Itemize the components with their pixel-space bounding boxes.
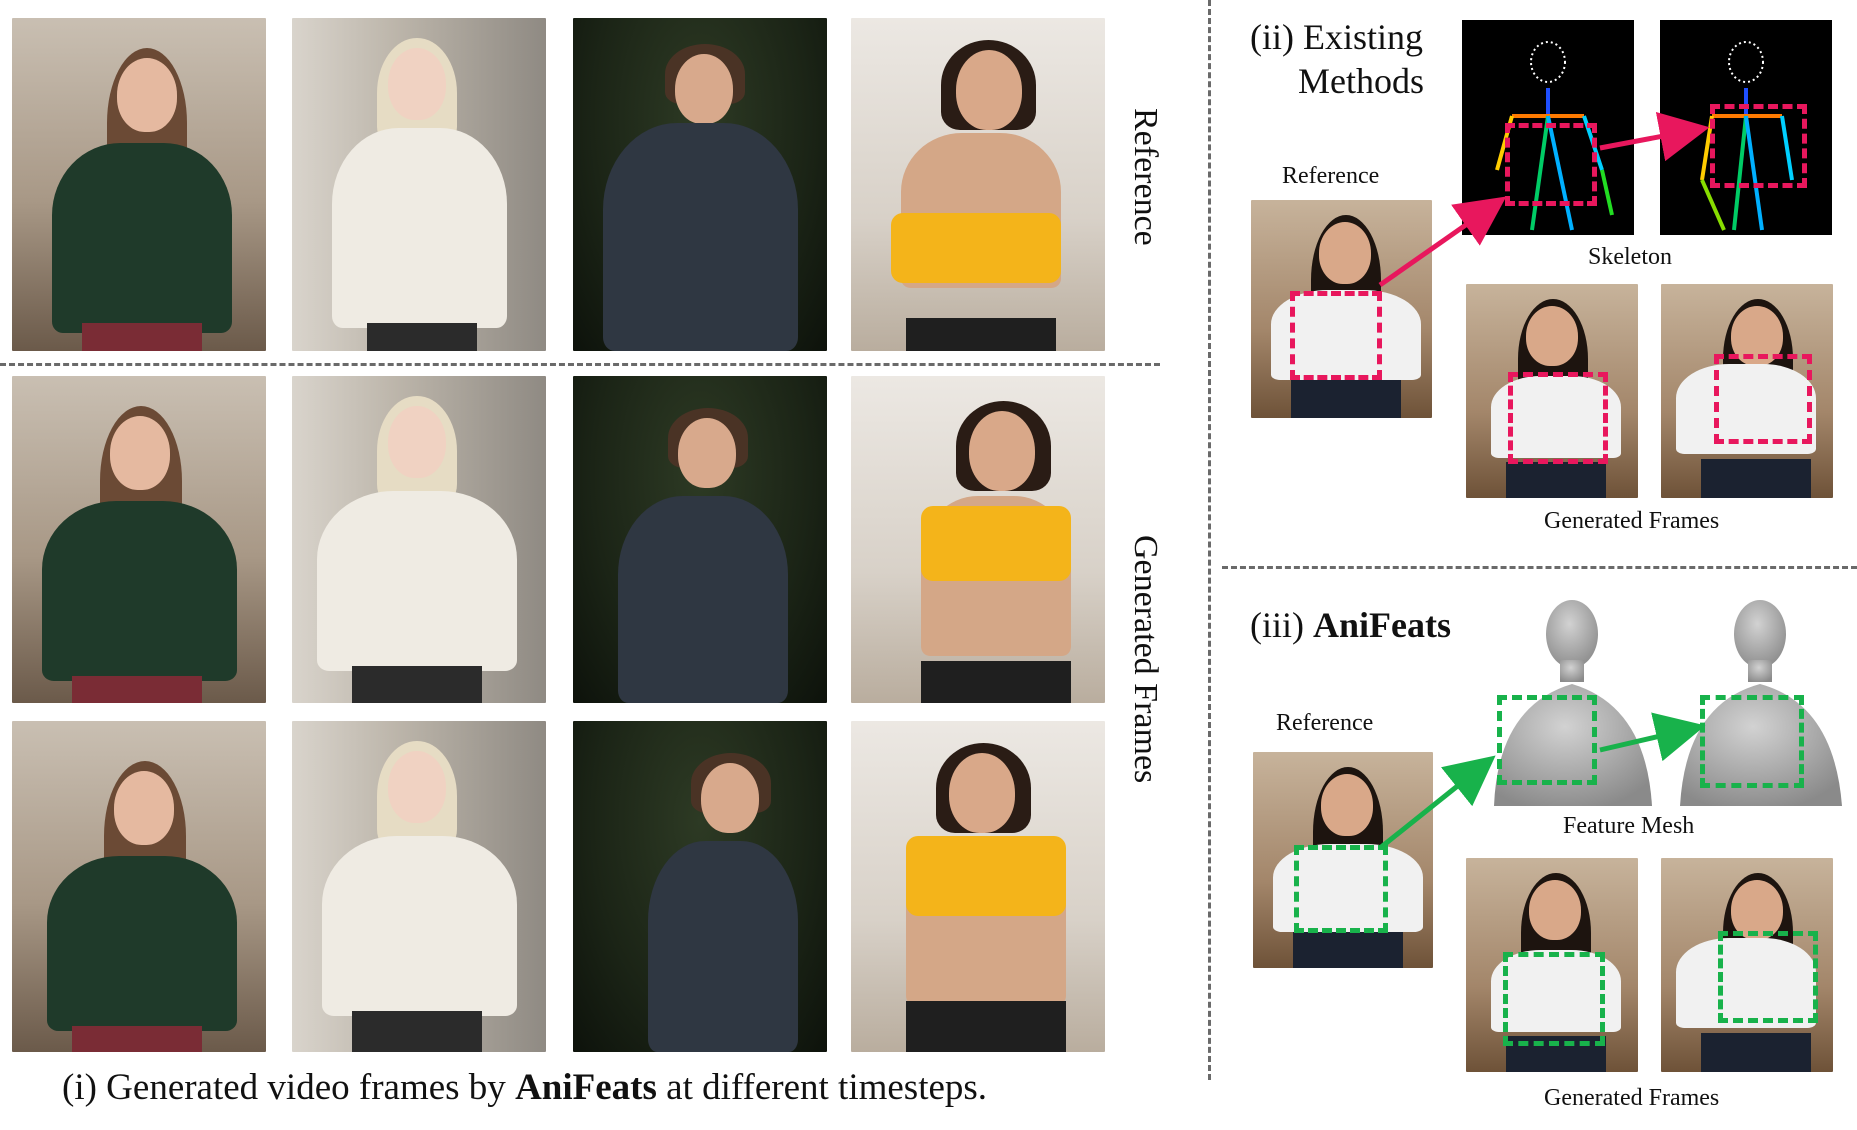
skeleton-figure-2 (1700, 41, 1794, 231)
anifeats-arrow-1 (1378, 755, 1496, 850)
anifeats-arrow-2 (1599, 712, 1706, 762)
anifeats-title: (iii) AniFeats (1250, 604, 1451, 646)
right-panel-divider (1222, 566, 1857, 569)
existing-methods-title-line1: (ii) Existing (1250, 17, 1423, 57)
anifeats-generated-box-2 (1718, 931, 1818, 1023)
existing-arrow-2 (1599, 112, 1710, 162)
caption-prefix: (i) Generated video frames by (62, 1067, 516, 1108)
existing-arrow-1 (1378, 196, 1507, 288)
reference-photo-4 (851, 18, 1105, 351)
existing-generated-box-1 (1508, 372, 1608, 464)
reference-photo-1 (12, 18, 266, 351)
generated-photo-1-3 (573, 376, 827, 703)
caption-bold: AniFeats (515, 1067, 657, 1108)
generated-photo-2-2 (292, 721, 546, 1052)
anifeats-reference-label: Reference (1276, 710, 1374, 736)
existing-generated-label: Generated Frames (1544, 508, 1720, 534)
existing-generated-box-2 (1714, 354, 1812, 444)
anifeats-generated-frame-2 (1661, 858, 1833, 1072)
generated-photo-2-3 (573, 721, 827, 1052)
left-panel-caption: (i) Generated video frames by AniFeats a… (62, 1066, 987, 1109)
anifeats-reference-box (1294, 845, 1388, 933)
generated-photo-1-2 (292, 376, 546, 703)
existing-reference-photo (1251, 200, 1432, 418)
existing-reference-label: Reference (1282, 163, 1380, 189)
reference-photo-2 (292, 18, 546, 351)
feature-mesh-figure-1 (1494, 600, 1652, 806)
skeleton-box-2 (1710, 104, 1807, 188)
generated-photo-2-4 (851, 721, 1105, 1052)
existing-generated-frame-1 (1466, 284, 1638, 498)
existing-arrows (1378, 112, 1710, 288)
skeleton-label: Skeleton (1588, 244, 1672, 270)
generated-photo-2-1 (12, 721, 266, 1052)
anifeats-generated-label: Generated Frames (1544, 1085, 1720, 1111)
anifeats-title-bold: AniFeats (1312, 605, 1451, 645)
anifeats-arrows (1378, 712, 1706, 850)
generated-row-label: Generated Frames (1127, 535, 1164, 784)
anifeats-title-prefix: (iii) (1250, 605, 1313, 645)
generated-photo-1-1 (12, 376, 266, 703)
reference-photo-3 (573, 18, 827, 351)
feature-mesh-label: Feature Mesh (1563, 813, 1695, 839)
skeleton-box-1 (1505, 123, 1597, 206)
caption-suffix: at different timesteps. (656, 1067, 988, 1108)
panel-vertical-divider (1208, 0, 1211, 1080)
reference-row-label: Reference (1127, 108, 1164, 246)
mesh-box-1 (1497, 695, 1597, 785)
existing-methods-title-line2: Methods (1298, 61, 1424, 101)
anifeats-generated-box-1 (1503, 952, 1605, 1046)
generated-photo-1-4 (851, 376, 1105, 703)
left-row-divider (0, 363, 1160, 366)
existing-reference-box (1290, 291, 1382, 380)
